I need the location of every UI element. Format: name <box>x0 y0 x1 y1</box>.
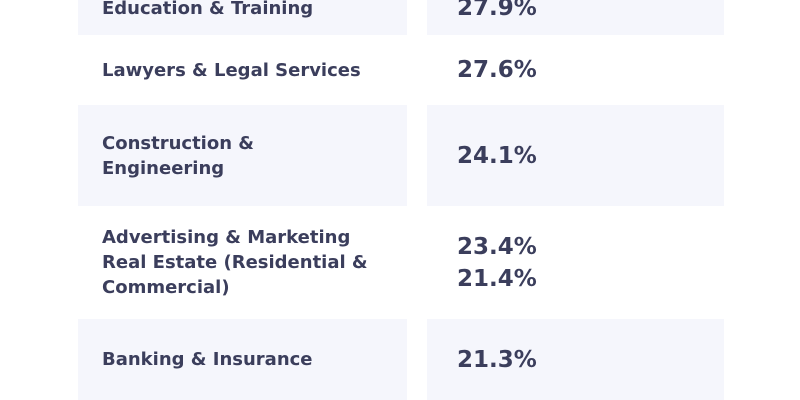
row-value-cell: 23.4% 21.4% <box>427 206 724 319</box>
row-label-cell: Banking & Insurance <box>78 319 407 400</box>
percentage-value: 24.1% <box>457 142 537 169</box>
row-value-cell: 27.9% <box>427 0 724 35</box>
industry-label: Banking & Insurance <box>102 349 313 370</box>
percentage-value: 23.4% <box>457 233 537 260</box>
row-label-cell: Lawyers & Legal Services <box>78 35 407 105</box>
row-label-cell: Construction & Engineering <box>78 105 407 206</box>
percentage-value: 21.3% <box>457 346 537 373</box>
industry-label: Advertising & Marketing Real Estate (Res… <box>102 227 368 298</box>
industry-label: Education & Training <box>102 0 314 19</box>
industry-label: Lawyers & Legal Services <box>102 59 361 81</box>
percentage-value: 27.6% <box>457 57 537 83</box>
row-label-cell: Education & Training <box>78 0 407 35</box>
row-value-cell: 21.3% <box>427 319 724 400</box>
row-value-cell: 24.1% <box>427 105 724 206</box>
percentage-value-secondary: 21.4% <box>457 265 537 292</box>
percentage-value: 27.9% <box>457 0 537 21</box>
row-label-cell: Advertising & Marketing Real Estate (Res… <box>78 206 407 319</box>
row-value-cell: 27.6% <box>427 35 724 105</box>
industry-label: Construction & Engineering <box>102 132 254 179</box>
